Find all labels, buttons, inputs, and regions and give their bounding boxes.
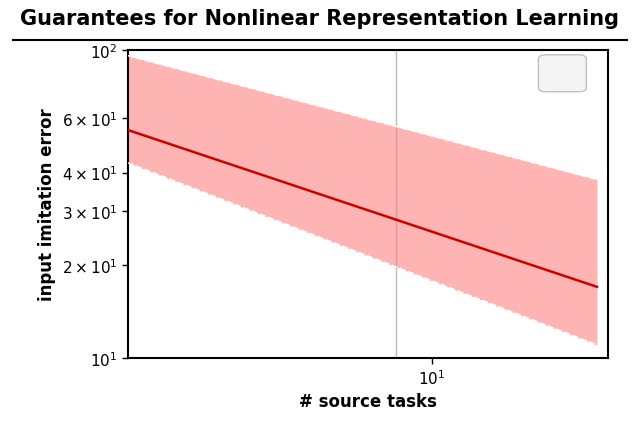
X-axis label: # source tasks: # source tasks (299, 392, 437, 410)
Y-axis label: input imitation error: input imitation error (38, 108, 56, 301)
Text: Guarantees for Nonlinear Representation Learning: Guarantees for Nonlinear Representation … (20, 9, 620, 29)
FancyBboxPatch shape (538, 56, 586, 92)
